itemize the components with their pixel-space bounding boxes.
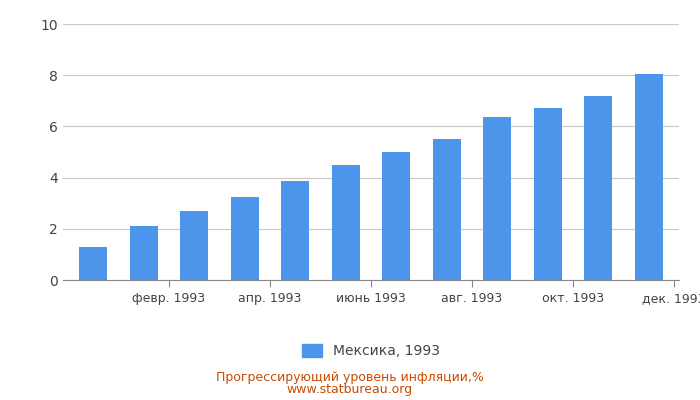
Bar — [281, 182, 309, 280]
Text: Прогрессирующий уровень инфляции,%: Прогрессирующий уровень инфляции,% — [216, 372, 484, 384]
Bar — [534, 108, 561, 280]
Bar — [181, 211, 208, 280]
Bar — [382, 152, 410, 280]
Text: www.statbureau.org: www.statbureau.org — [287, 384, 413, 396]
Bar — [231, 197, 259, 280]
Bar — [130, 226, 158, 280]
Bar — [635, 74, 663, 280]
Legend: Мексика, 1993: Мексика, 1993 — [296, 338, 446, 364]
Bar — [584, 96, 612, 280]
Bar — [433, 139, 461, 280]
Bar — [332, 165, 360, 280]
Bar — [79, 247, 107, 280]
Bar — [483, 118, 511, 280]
